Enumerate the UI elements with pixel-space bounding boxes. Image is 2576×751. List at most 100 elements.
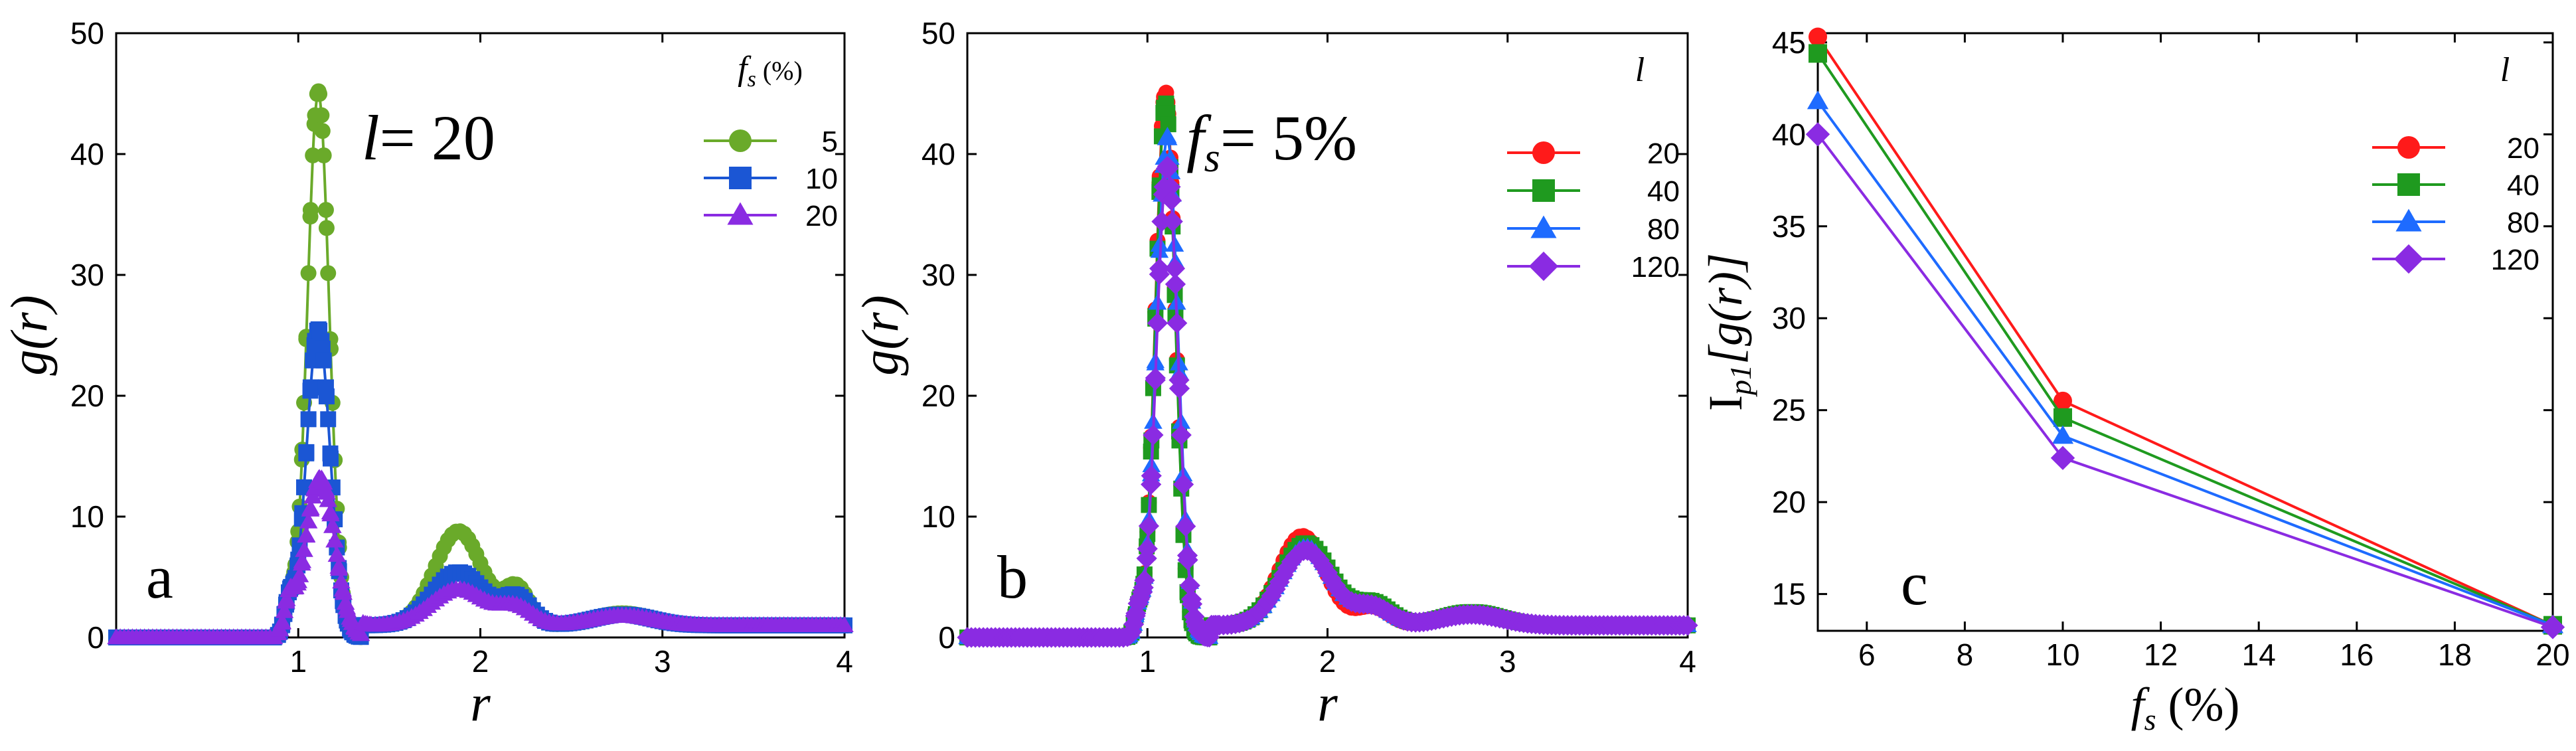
legend-label: 5 <box>822 125 838 158</box>
data-point <box>325 531 344 548</box>
y-tick-label: 10 <box>70 499 104 534</box>
data-point <box>293 552 312 568</box>
x-tick-label: 4 <box>836 644 853 679</box>
x-tick-label: 12 <box>2144 637 2178 672</box>
legend-label: 40 <box>2507 169 2539 202</box>
data-point <box>302 202 319 218</box>
x-axis-label: r <box>1317 674 1338 732</box>
legend: l 20 40 80 120 <box>1507 51 1680 284</box>
data-point <box>1179 575 1200 596</box>
legend-marker <box>2393 244 2424 274</box>
data-point <box>297 526 316 542</box>
y-tick-label: 15 <box>1772 577 1806 612</box>
legend-entry: 80 <box>2372 207 2539 239</box>
series-line <box>1816 100 2553 627</box>
legend-entry: 20 <box>704 200 838 232</box>
legend-entry: 20 <box>2372 132 2539 165</box>
y-tick-label: 20 <box>1772 485 1806 519</box>
legend-marker <box>1528 251 1559 282</box>
data-point <box>317 483 336 500</box>
data-point <box>1177 549 1198 570</box>
x-tick-label: 3 <box>654 644 671 679</box>
legend-label: 80 <box>1647 213 1680 246</box>
data-point <box>314 123 331 139</box>
data-point <box>2052 425 2074 444</box>
data-point <box>332 572 351 589</box>
y-tick-label: 10 <box>922 499 955 534</box>
legend-label: 20 <box>2507 132 2539 165</box>
data-point <box>1809 27 1827 46</box>
y-tick-label: 20 <box>70 378 104 413</box>
series-20 <box>1809 27 2562 635</box>
data-point <box>317 202 334 218</box>
series-line <box>1816 133 2553 629</box>
legend-entry: 40 <box>1507 175 1680 208</box>
chart-panel-c: 6 8 10 12 14 16 18 20 15 20 25 30 35 40 45 c fs (%) Ip1[g… <box>1699 25 2570 736</box>
legend-label: 10 <box>805 163 838 195</box>
data-point <box>1317 562 1338 584</box>
y-tick-label: 25 <box>1772 393 1806 428</box>
data-point <box>305 147 321 164</box>
data-point <box>1168 378 1190 399</box>
data-point <box>277 590 296 606</box>
series-120 <box>1805 122 2565 639</box>
y-tick-label: 0 <box>938 620 955 655</box>
data-point <box>1170 424 1192 446</box>
legend-marker <box>1530 215 1557 238</box>
y-tick-label: 30 <box>1772 301 1806 335</box>
y-axis-label: g(r) <box>0 295 58 375</box>
data-point <box>1164 258 1186 280</box>
data-point <box>1269 572 1290 593</box>
data-point <box>323 450 339 467</box>
x-tick-label: 6 <box>1858 637 1876 672</box>
x-axis-label: r <box>470 674 491 732</box>
data-point <box>1261 585 1282 606</box>
legend-label: 40 <box>1647 175 1680 208</box>
data-point <box>1805 122 1830 147</box>
data-point <box>1141 465 1162 487</box>
data-point <box>1158 158 1179 179</box>
data-point <box>320 265 337 282</box>
panel-label: a <box>146 543 173 611</box>
y-axis-label: g(r) <box>851 295 909 375</box>
data-point <box>300 265 317 282</box>
legend-title: l <box>2500 51 2510 89</box>
x-tick-label: 10 <box>2046 637 2079 672</box>
data-point <box>2540 615 2565 639</box>
data-point <box>302 379 319 396</box>
data-point <box>1145 367 1166 388</box>
data-point <box>318 220 335 236</box>
data-point <box>1181 593 1203 615</box>
legend-marker <box>729 129 752 152</box>
data-point <box>323 517 342 533</box>
x-tick-label: 8 <box>1957 637 1974 672</box>
legend-marker <box>729 167 752 189</box>
x-tick-label: 2 <box>1319 644 1336 679</box>
y-tick-label: 30 <box>922 258 955 292</box>
data-point <box>327 546 347 562</box>
legend-label: 80 <box>2507 207 2539 239</box>
y-axis-label: Ip1[g(r)] <box>1699 253 1757 411</box>
y-tick-label: 35 <box>1772 209 1806 244</box>
y-tick-label: 45 <box>1772 25 1806 60</box>
data-point <box>1265 578 1286 600</box>
data-point <box>275 602 294 618</box>
data-point <box>300 411 317 428</box>
legend-entry: 120 <box>1507 251 1680 284</box>
data-point <box>273 613 291 629</box>
data-point <box>1175 516 1196 537</box>
data-point <box>295 541 313 557</box>
data-point <box>2050 446 2075 470</box>
data-point <box>1137 538 1158 559</box>
x-tick-label: 14 <box>2242 637 2276 672</box>
x-tick-label: 4 <box>1679 644 1696 679</box>
x-tick-label: 1 <box>1139 644 1156 679</box>
data-point <box>835 616 854 632</box>
data-point <box>1161 190 1182 211</box>
x-axis-label: fs (%) <box>2131 678 2240 736</box>
x-tick-label: 16 <box>2340 637 2374 672</box>
legend-label: 120 <box>1631 251 1680 284</box>
